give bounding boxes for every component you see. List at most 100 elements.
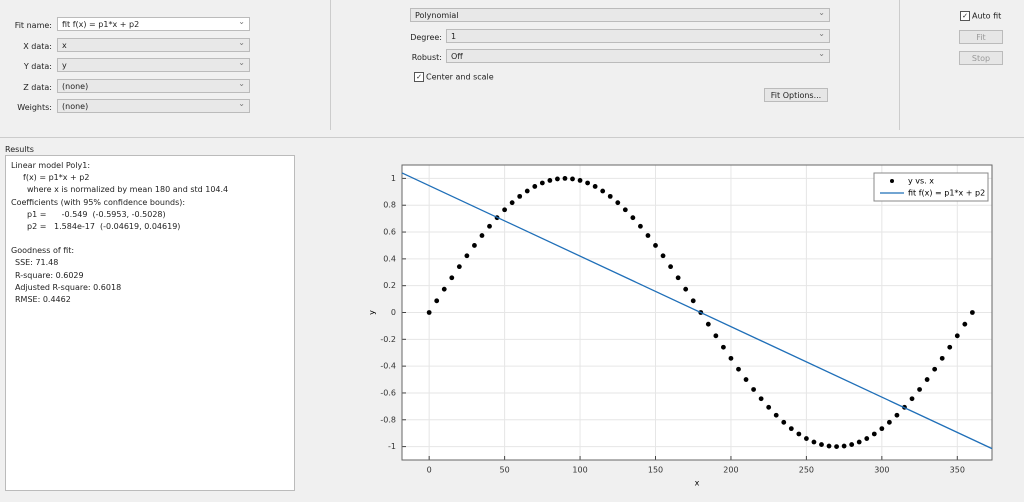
x-axis-label: x [695, 479, 700, 488]
data-point [932, 366, 938, 372]
data-point [660, 253, 666, 259]
x-tick-label: 0 [427, 466, 432, 475]
result-line: SSE: 71.48 [15, 258, 59, 268]
data-point [509, 200, 515, 206]
fit-type-dropdown[interactable]: Polynomial [410, 8, 830, 22]
center-scale-checkbox[interactable]: ✓ Center and scale [414, 72, 494, 82]
y-tick-label: 0.8 [383, 201, 396, 210]
label: Center and scale [426, 72, 494, 82]
data-point [969, 310, 975, 315]
label: Fit name: [14, 21, 52, 30]
data-point [585, 180, 591, 186]
result-line: Goodness of fit: [11, 246, 75, 256]
data-point [487, 223, 492, 229]
x-tick-label: 350 [950, 466, 965, 475]
x-tick-label: 50 [500, 466, 510, 475]
data-point [524, 188, 530, 194]
auto-fit-checkbox[interactable]: ✓ Auto fit [960, 11, 1001, 21]
data-point [600, 188, 606, 194]
data-point [939, 355, 945, 361]
result-line: p1 = -0.549 (-0.5953, -0.5028) [27, 209, 166, 219]
y-tick-label: 0.2 [383, 281, 396, 290]
results-title: Results [5, 145, 34, 154]
data-point [758, 396, 764, 402]
data-point [713, 333, 719, 339]
data-point [622, 207, 628, 213]
data-point [751, 387, 756, 392]
data-point [449, 275, 455, 281]
fit-name-input[interactable]: fit f(x) = p1*x + p2 [57, 17, 250, 31]
label: Weights: [17, 103, 52, 112]
y-tick-label: -1 [388, 442, 396, 451]
data-point [645, 233, 651, 238]
axes-box [401, 164, 993, 461]
y-tick-label: 0.6 [383, 228, 396, 237]
x-data-dropdown[interactable]: x [57, 38, 250, 52]
y-tick-label: 0 [391, 308, 396, 317]
data-point [803, 436, 809, 441]
result-line: where x is normalized by mean 180 and st… [27, 185, 229, 195]
data-point [434, 298, 440, 304]
data-point [532, 184, 538, 189]
result-line: Coefficients (with 95% confidence bounds… [11, 197, 186, 207]
data-point [705, 321, 711, 327]
chart: -1 -0.8 -0.6 -0.4 -0.2 0 0.2 0.4 0.6 0.8 1 0 50 100 15… [302, 139, 1024, 499]
result-line: R-square: 0.6029 [15, 270, 84, 280]
weights-dropdown[interactable]: (none) [57, 99, 250, 113]
data-point [479, 233, 485, 238]
data-point [570, 176, 575, 182]
data-point [464, 253, 470, 259]
results-panel: Linear model Poly1: f(x) = p1*x + p2 whe… [5, 155, 295, 491]
stop-button[interactable]: Stop [959, 51, 1003, 65]
data-point [441, 286, 447, 292]
y-data-dropdown[interactable]: y [57, 58, 250, 72]
data-point [917, 387, 922, 392]
label: Degree: [410, 33, 442, 42]
data-point [909, 396, 915, 402]
data-point [773, 412, 779, 418]
label: Auto fit [972, 11, 1002, 21]
x-tick-label: 250 [799, 466, 814, 475]
fit-panel: Fit name: fit f(x) = p1*x + p2 X data: x… [0, 0, 1024, 138]
data-point [796, 431, 802, 437]
y-axis-label: y [368, 310, 377, 315]
y-tick-label: -0.4 [380, 362, 396, 371]
data-point [539, 180, 545, 186]
data-point [456, 264, 462, 270]
data-point [577, 178, 583, 183]
data-point [721, 344, 726, 350]
data-point [819, 442, 824, 447]
divider [330, 0, 331, 130]
divider [899, 0, 900, 130]
data-point [834, 444, 839, 449]
y-tick-label: 1 [391, 174, 396, 183]
legend-label: y vs. x [908, 177, 934, 186]
data-point [811, 439, 817, 445]
data-point [517, 193, 523, 199]
robust-dropdown[interactable]: Off [446, 49, 830, 63]
z-data-dropdown[interactable]: (none) [57, 79, 250, 93]
y-tick-label: -0.2 [380, 335, 396, 344]
data-point [849, 442, 855, 447]
fit-button[interactable]: Fit [959, 30, 1003, 44]
result-line: RMSE: 0.4462 [15, 295, 71, 305]
data-point [894, 412, 900, 418]
fit-line [401, 172, 993, 450]
data-point [426, 310, 432, 315]
degree-dropdown[interactable]: 1 [446, 29, 830, 43]
data-point [962, 321, 968, 327]
data-point [743, 377, 749, 382]
x-tick-label: 300 [874, 466, 889, 475]
data-point [924, 377, 930, 382]
result-line: Linear model Poly1: [11, 161, 91, 170]
data-point [879, 426, 885, 432]
data-point [947, 344, 953, 350]
data-point [675, 275, 681, 281]
data-point [653, 243, 658, 248]
data-point [690, 298, 696, 304]
fit-options-button[interactable]: Fit Options... [764, 88, 828, 102]
data-point [788, 426, 794, 432]
label: Z data: [23, 83, 52, 92]
data-point [615, 200, 621, 206]
data-point [841, 443, 847, 449]
